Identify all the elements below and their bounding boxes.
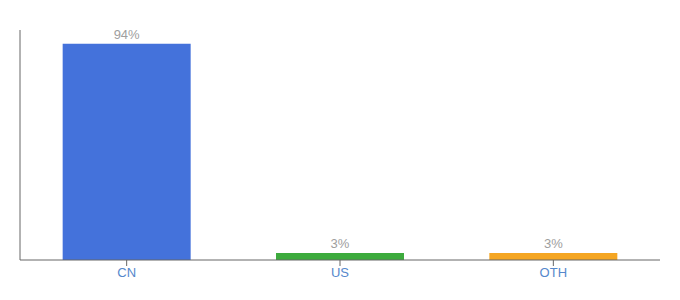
svg-text:3%: 3% bbox=[544, 236, 563, 251]
svg-text:94%: 94% bbox=[114, 27, 140, 42]
svg-text:OTH: OTH bbox=[540, 265, 567, 280]
svg-text:US: US bbox=[331, 265, 349, 280]
svg-text:3%: 3% bbox=[331, 236, 350, 251]
svg-text:CN: CN bbox=[117, 265, 136, 280]
